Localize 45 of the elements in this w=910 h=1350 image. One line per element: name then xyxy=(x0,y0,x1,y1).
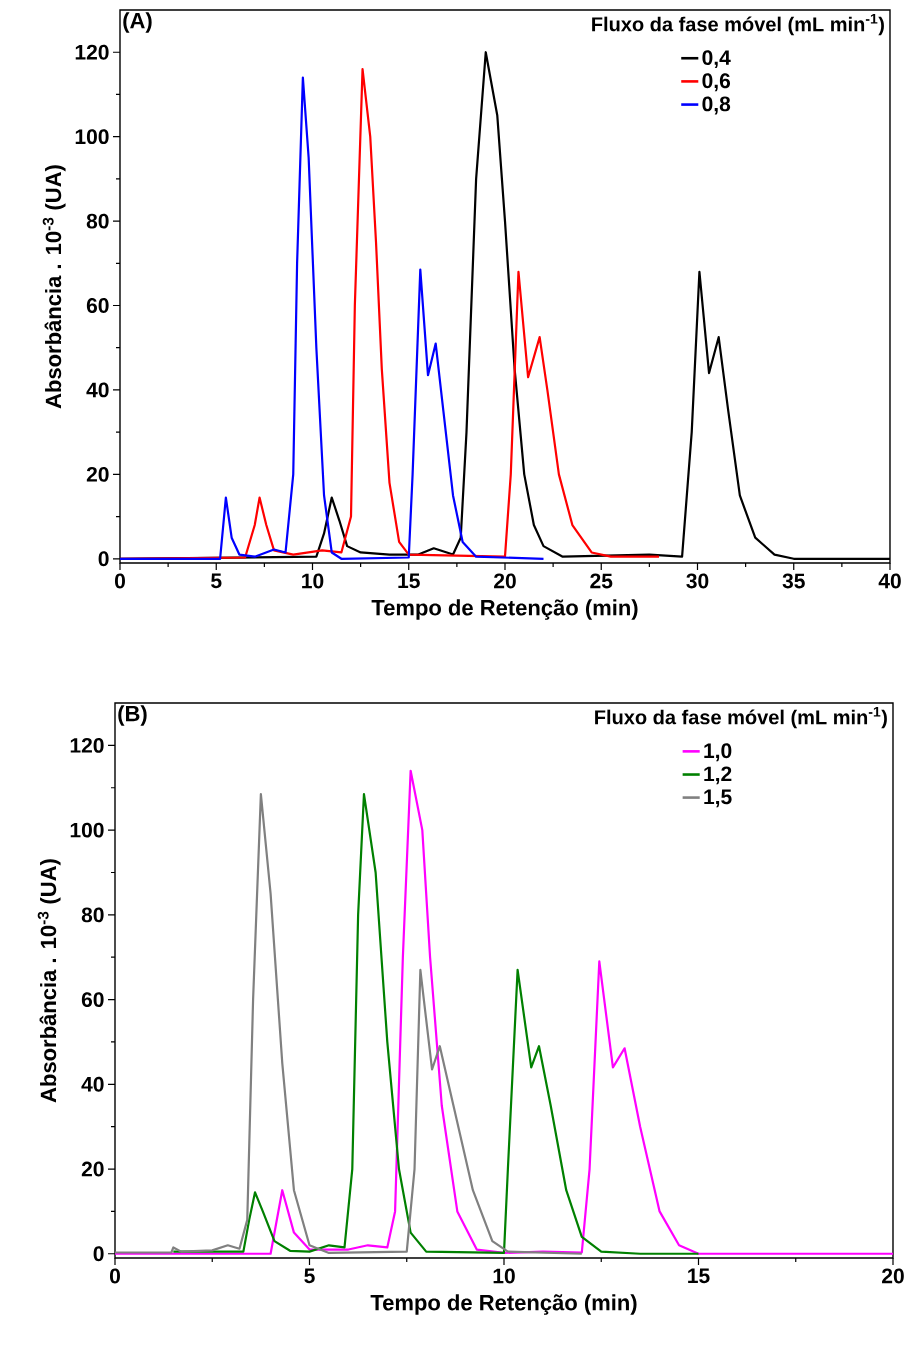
x-tick-label: 10 xyxy=(302,573,324,589)
y-tick-label: 80 xyxy=(81,907,104,923)
x-tick-label: 5 xyxy=(211,573,222,589)
legend-label: 1,2 xyxy=(704,766,732,785)
y-axis-title: Absorbância . 10$^{-3}$ (UA) xyxy=(37,859,61,1103)
x-tick-label: 35 xyxy=(782,573,805,589)
legend-label: 0,4 xyxy=(702,50,731,69)
x-tick-label: 30 xyxy=(686,573,709,589)
x-tick-label: 15 xyxy=(398,573,420,589)
y-tick-label: 100 xyxy=(75,129,109,145)
y-tick-label: 20 xyxy=(81,1161,104,1177)
x-tick-label: 20 xyxy=(494,573,516,589)
y-tick-label: 120 xyxy=(70,737,104,753)
y-tick-label: 0 xyxy=(93,1246,104,1262)
legend-label: 0,8 xyxy=(702,96,731,115)
line-series xyxy=(172,793,700,1255)
line-series xyxy=(118,76,545,560)
y-tick-label: 80 xyxy=(86,213,109,229)
x-tick-label: 40 xyxy=(878,573,901,589)
y-tick-label: 20 xyxy=(86,466,109,482)
legend-label: 1,5 xyxy=(704,789,732,808)
line-series xyxy=(113,793,583,1255)
legend-label: 0,6 xyxy=(702,73,731,92)
y-tick-label: 60 xyxy=(81,992,104,1008)
legend-title: Fluxo da fase móvel (mL min$^{-1}$) xyxy=(595,706,887,729)
x-axis-title: Tempo de Retenção (min) xyxy=(371,599,638,620)
annotation: (B) xyxy=(118,705,147,726)
x-axis-title: Tempo de Retenção (min) xyxy=(370,1294,637,1315)
x-tick-label: 0 xyxy=(114,573,125,589)
y-tick-label: 100 xyxy=(70,822,104,838)
annotation: (A) xyxy=(123,12,152,33)
y-tick-label: 40 xyxy=(86,382,109,398)
x-tick-label: 5 xyxy=(304,1268,315,1284)
y-axis-title: Absorbância . 10$^{-3}$ (UA) xyxy=(42,165,66,409)
y-tick-label: 0 xyxy=(98,551,109,567)
x-tick-label: 15 xyxy=(688,1268,710,1284)
x-tick-label: 0 xyxy=(109,1268,120,1284)
y-tick-label: 40 xyxy=(81,1076,104,1092)
x-tick-label: 10 xyxy=(493,1268,515,1284)
y-tick-label: 120 xyxy=(75,44,109,60)
x-tick-label: 25 xyxy=(590,573,613,589)
x-tick-label: 20 xyxy=(882,1268,904,1284)
legend-title: Fluxo da fase móvel (mL min$^{-1}$) xyxy=(592,13,884,36)
legend-label: 1,0 xyxy=(704,743,732,762)
y-tick-label: 60 xyxy=(86,298,109,313)
